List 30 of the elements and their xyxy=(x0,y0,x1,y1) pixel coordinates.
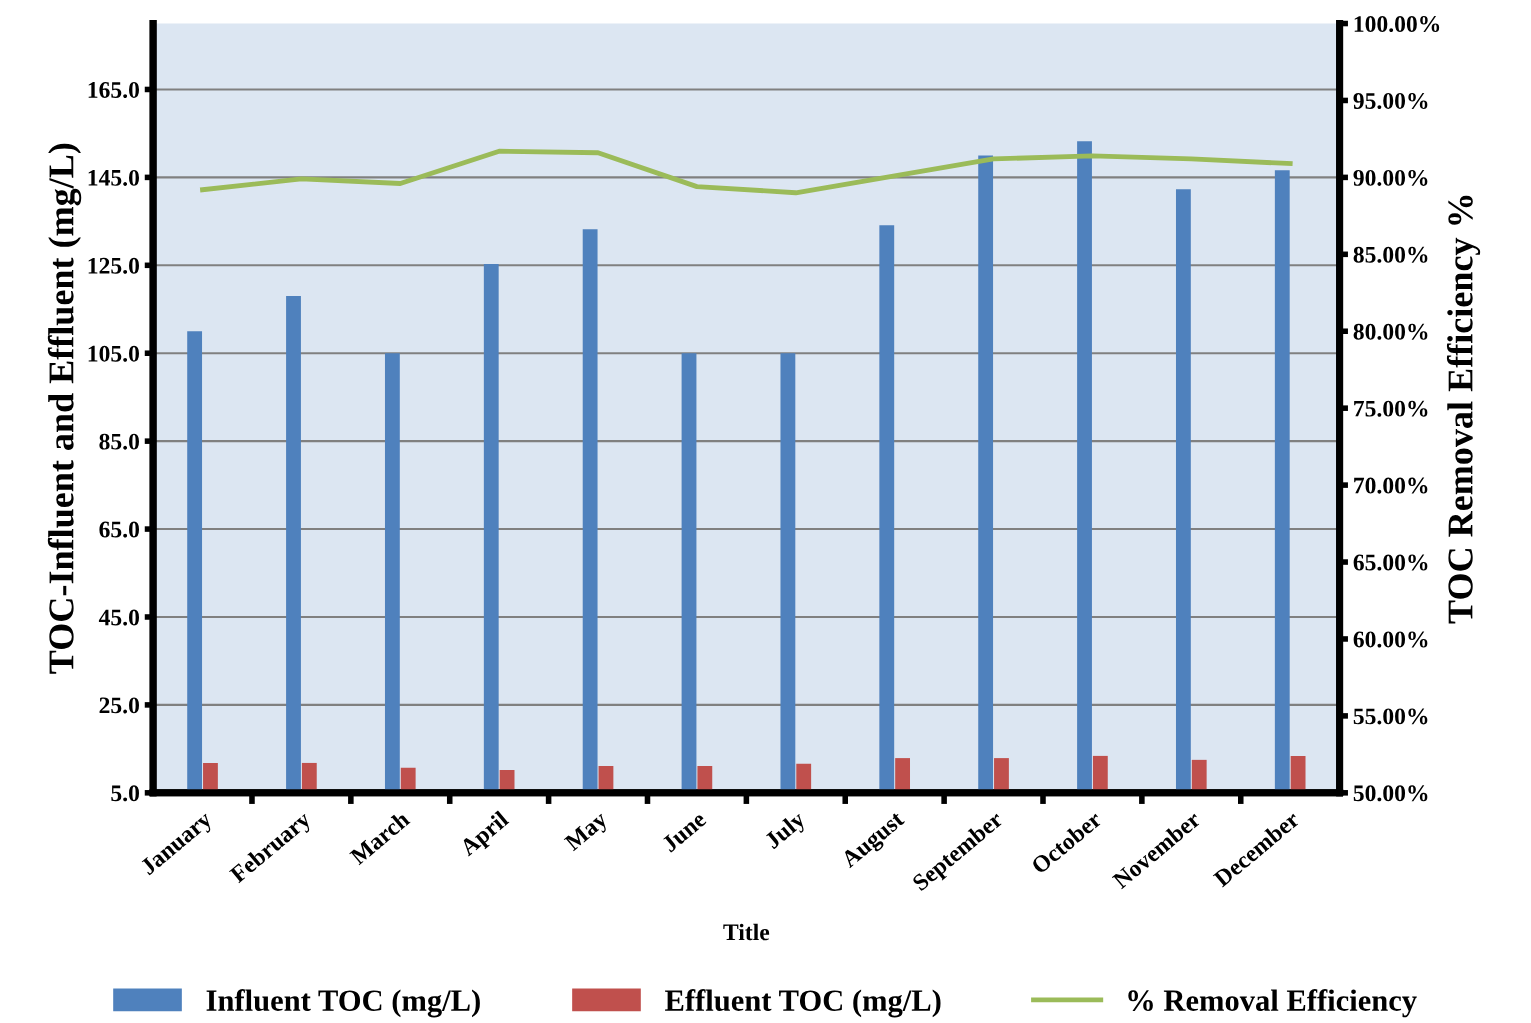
y2-tick-label: 80.00% xyxy=(1353,323,1428,340)
legend-label: Influent TOC (mg/L) xyxy=(206,989,480,1018)
y2-tick-label: 75.00% xyxy=(1354,400,1428,417)
x-tick-label: July xyxy=(763,809,810,854)
y2-tick-label: 90.00% xyxy=(1353,169,1428,186)
y2-tick-label: 60.00% xyxy=(1353,631,1428,648)
y2-tick-label: 65.00% xyxy=(1353,554,1428,571)
y-tick-label: 25.0 xyxy=(99,697,140,714)
y2-tick-label: 95.00% xyxy=(1353,92,1428,109)
y2-axis-title: TOC Removal Efficiency % xyxy=(1446,195,1481,624)
x-axis-title: Title xyxy=(723,923,770,941)
y2-tick-label: 85.00% xyxy=(1353,246,1428,263)
legend-label: % Removal Efficiency xyxy=(1128,989,1417,1018)
y2-tick-label: 55.00% xyxy=(1353,708,1428,725)
y-tick-label: 145.0 xyxy=(88,169,140,186)
y-axis-title: TOC-Influent and Effluent (mg/L) xyxy=(47,143,82,674)
y-tick-label: 105.0 xyxy=(88,345,140,362)
y2-tick-label: 100.00% xyxy=(1354,16,1440,33)
y-tick-label: 65.0 xyxy=(99,521,140,538)
x-tick-label: June xyxy=(661,810,708,853)
y2-tick-label: 50.00% xyxy=(1353,785,1428,802)
y-tick-label: 5.0 xyxy=(111,785,140,802)
x-tick-label: May xyxy=(563,810,612,856)
y2-tick-label: 70.00% xyxy=(1354,477,1428,494)
legend-label: Effluent TOC (mg/L) xyxy=(665,989,941,1018)
line-series xyxy=(200,148,1293,196)
y-tick-label: 165.0 xyxy=(88,81,140,98)
y-tick-label: 125.0 xyxy=(88,257,140,274)
y-tick-label: 85.0 xyxy=(99,433,140,450)
y-tick-label: 45.0 xyxy=(98,609,140,626)
